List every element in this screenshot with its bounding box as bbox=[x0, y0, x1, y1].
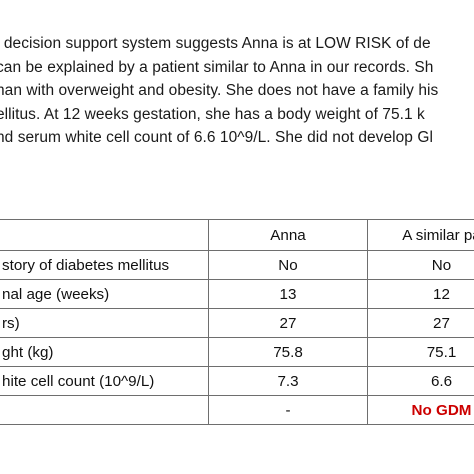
explanation-paragraph: l decision support system suggests Anna … bbox=[0, 32, 474, 174]
anna-value: 13 bbox=[208, 279, 368, 309]
comparison-table-container: Anna A similar pa story of diabetes mell… bbox=[0, 219, 474, 474]
similar-value: 12 bbox=[367, 279, 474, 309]
table-row: story of diabetes mellitus No No bbox=[0, 250, 474, 280]
paragraph-line: ellitus. At 12 weeks gestation, she has … bbox=[0, 105, 425, 123]
paragraph-line: . bbox=[0, 150, 474, 174]
header-feature bbox=[0, 219, 209, 251]
row-label: story of diabetes mellitus bbox=[0, 250, 209, 280]
anna-value: 75.8 bbox=[208, 337, 368, 367]
paragraph-line: can be explained by a patient similar to… bbox=[0, 58, 434, 76]
table-row: - No GDM bbox=[0, 395, 474, 425]
similar-value: 6.6 bbox=[367, 366, 474, 396]
row-label: ght (kg) bbox=[0, 337, 209, 367]
similar-value: 75.1 bbox=[367, 337, 474, 367]
table-row: ght (kg) 75.8 75.1 bbox=[0, 337, 474, 367]
similar-value: 27 bbox=[367, 308, 474, 338]
row-label: rs) bbox=[0, 308, 209, 338]
anna-value: No bbox=[208, 250, 368, 280]
anna-value: 7.3 bbox=[208, 366, 368, 396]
table-row: hite cell count (10^9/L) 7.3 6.6 bbox=[0, 366, 474, 396]
row-label: nal age (weeks) bbox=[0, 279, 209, 309]
anna-value: 27 bbox=[208, 308, 368, 338]
header-anna: Anna bbox=[208, 219, 368, 251]
table-header-row: Anna A similar pa bbox=[0, 219, 474, 251]
paragraph-line: l decision support system suggests Anna … bbox=[0, 35, 431, 52]
table-row: rs) 27 27 bbox=[0, 308, 474, 338]
paragraph-line: han with overweight and obesity. She doe… bbox=[0, 82, 439, 100]
similar-outcome-value: No GDM bbox=[367, 395, 474, 425]
table-row: nal age (weeks) 13 12 bbox=[0, 279, 474, 309]
anna-value: - bbox=[208, 395, 368, 425]
paragraph-line: nd serum white cell count of 6.6 10^9/L.… bbox=[0, 129, 433, 147]
row-label bbox=[0, 395, 209, 425]
header-similar-patient: A similar pa bbox=[367, 219, 474, 251]
similar-value: No bbox=[367, 250, 474, 280]
comparison-table: Anna A similar pa story of diabetes mell… bbox=[0, 219, 474, 425]
row-label: hite cell count (10^9/L) bbox=[0, 366, 209, 396]
